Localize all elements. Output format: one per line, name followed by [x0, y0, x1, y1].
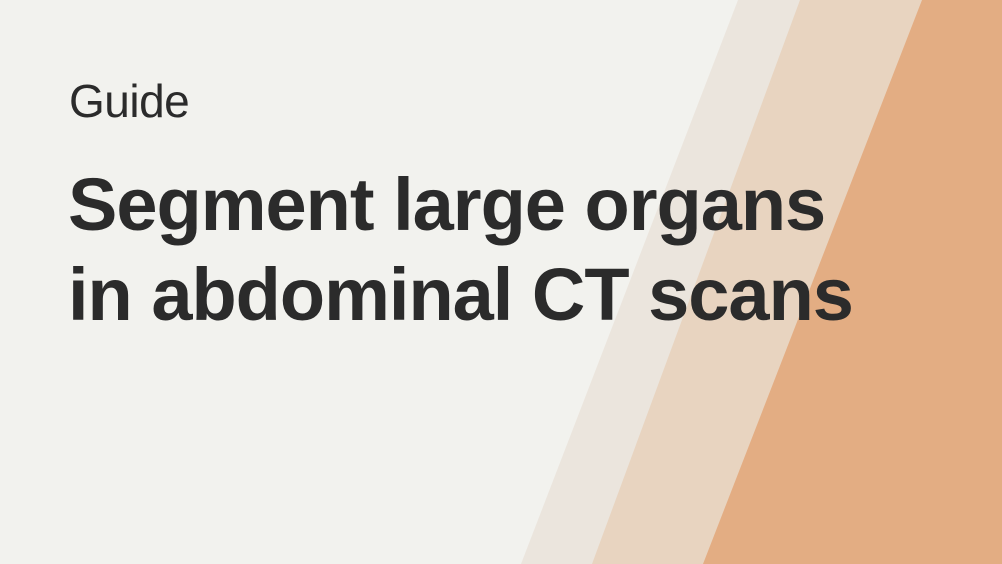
category-label: Guide: [69, 75, 190, 127]
title-line-2: in abdominal CT scans: [68, 253, 854, 336]
page-title: Segment large organs in abdominal CT sca…: [68, 160, 968, 340]
stripe-accent: [703, 0, 1002, 564]
title-line-1: Segment large organs: [68, 163, 826, 246]
